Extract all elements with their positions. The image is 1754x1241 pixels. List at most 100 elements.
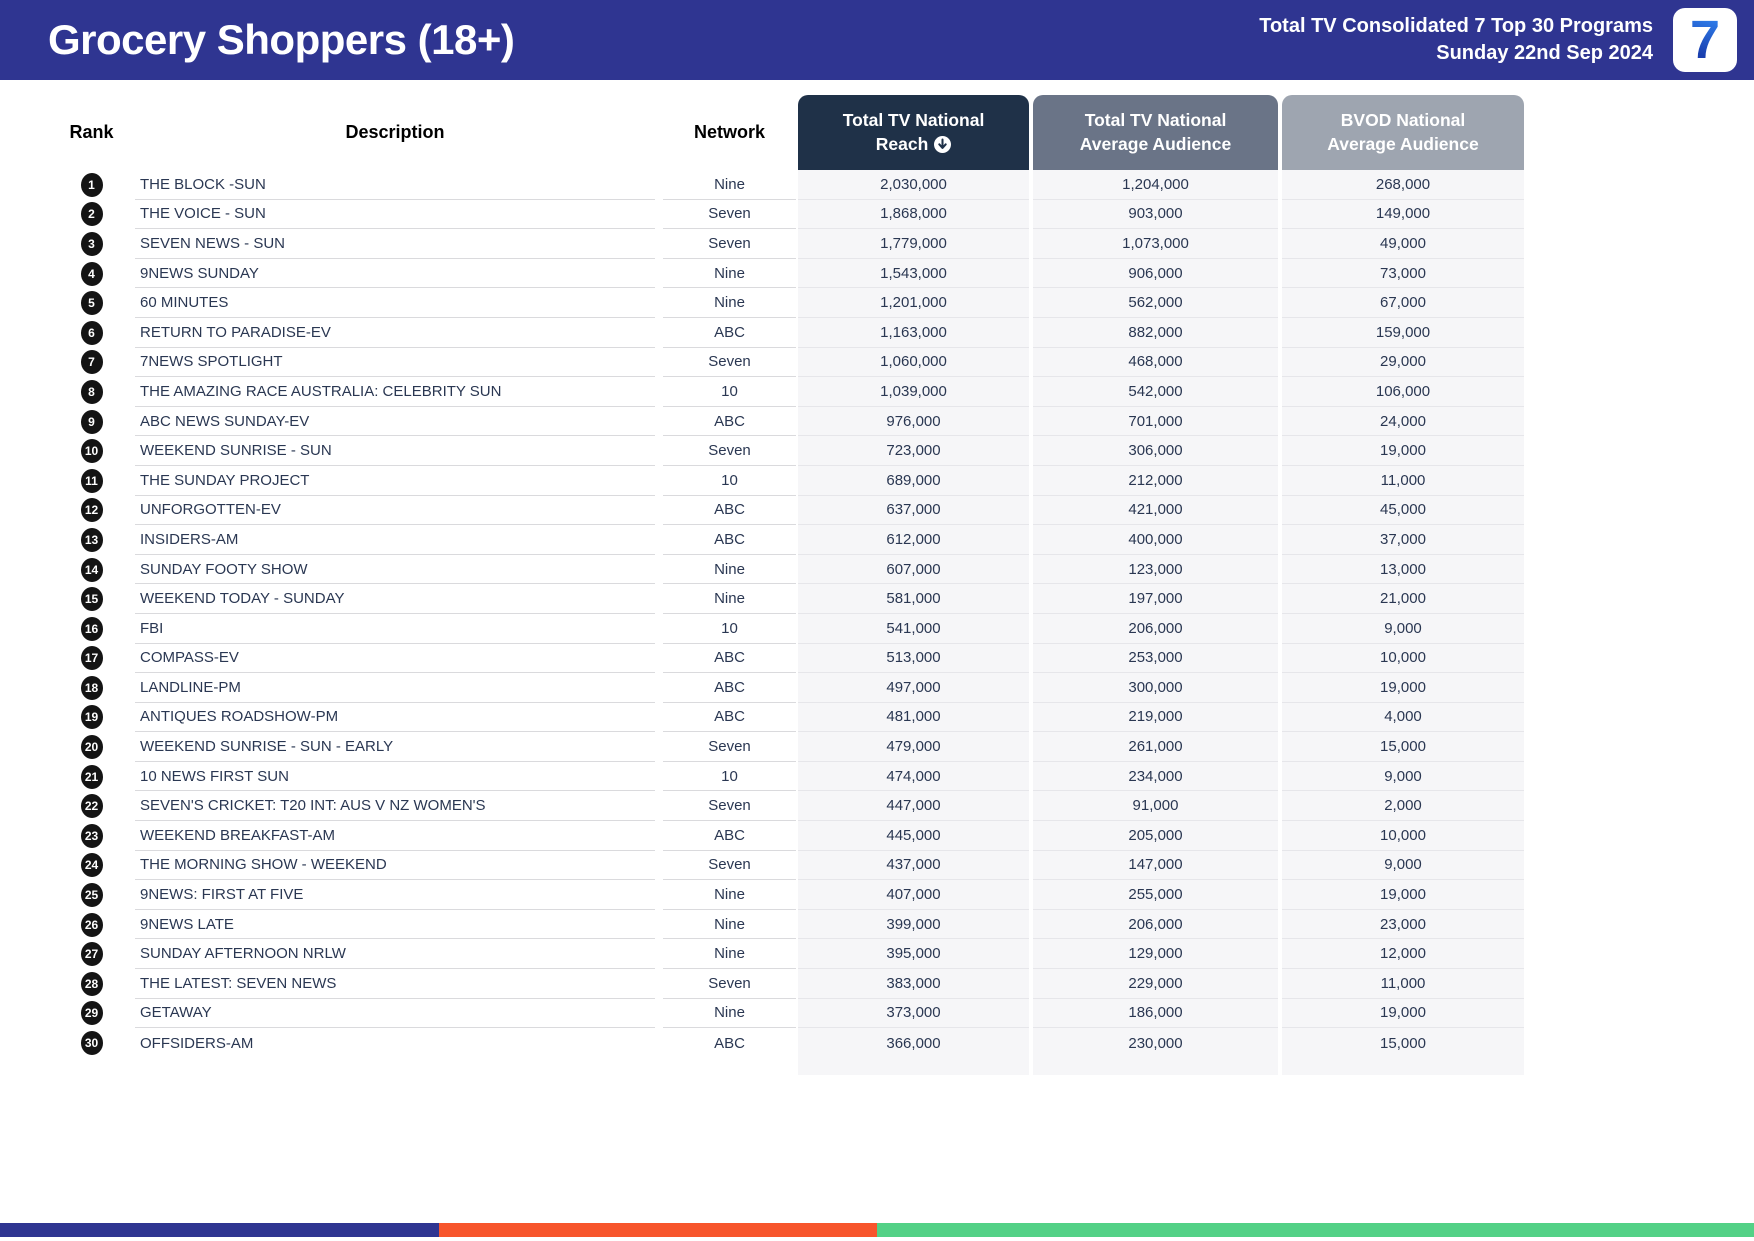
table-row: 6 RETURN TO PARADISE-EV ABC 1,163,000 88…	[48, 317, 1524, 348]
bvod-national-average-audience-value: 19,000	[1282, 880, 1524, 910]
total-tv-national-reach-value: 1,060,000	[798, 347, 1029, 378]
program-description: 10 NEWS FIRST SUN	[135, 762, 655, 792]
seven-network-logo: 7	[1673, 8, 1737, 72]
program-description: WEEKEND TODAY - SUNDAY	[135, 584, 655, 614]
rank-badge: 10	[80, 439, 103, 464]
column-header-total-tv-average-audience[interactable]: Total TV National Average Audience	[1033, 95, 1278, 170]
column-header-total-tv-reach[interactable]: Total TV National Reach	[798, 95, 1029, 170]
program-network: ABC	[663, 821, 796, 851]
column-header-network: Network	[693, 122, 765, 142]
bvod-national-average-audience-value: 19,000	[1282, 998, 1524, 1029]
total-tv-national-reach-value: 479,000	[798, 732, 1029, 762]
total-tv-national-average-audience-value: 1,204,000	[1033, 170, 1278, 200]
table-row: 26 9NEWS LATE Nine 399,000 206,000 23,00…	[48, 909, 1524, 940]
bvod-national-average-audience-value: 21,000	[1282, 584, 1524, 614]
rank-badge: 28	[80, 971, 103, 996]
total-tv-national-reach-value: 383,000	[798, 969, 1029, 999]
seven-logo-glyph: 7	[1689, 10, 1721, 70]
total-tv-national-reach-value: 474,000	[798, 761, 1029, 792]
program-description: SUNDAY FOOTY SHOW	[135, 555, 655, 585]
total-tv-national-average-audience-value: 255,000	[1033, 880, 1278, 910]
rank-number: 23	[84, 828, 99, 843]
program-description: SEVEN'S CRICKET: T20 INT: AUS V NZ WOMEN…	[135, 791, 655, 822]
program-network: ABC	[663, 407, 796, 437]
program-network: Seven	[663, 732, 796, 762]
program-description: UNFORGOTTEN-EV	[135, 496, 655, 526]
total-tv-national-reach-value: 723,000	[798, 436, 1029, 466]
program-network: Nine	[663, 555, 796, 585]
program-network: Nine	[663, 939, 796, 970]
table-row: 8 THE AMAZING RACE AUSTRALIA: CELEBRITY …	[48, 377, 1524, 407]
total-tv-national-reach-value: 689,000	[798, 465, 1029, 496]
total-tv-national-average-audience-value: 197,000	[1033, 584, 1278, 614]
table-row: 4 9NEWS SUNDAY Nine 1,543,000 906,000 73…	[48, 258, 1524, 289]
program-description: 7NEWS SPOTLIGHT	[135, 348, 655, 378]
total-tv-national-average-audience-value: 206,000	[1033, 613, 1278, 644]
bvod-national-average-audience-value: 15,000	[1282, 732, 1524, 762]
total-tv-national-average-audience-value: 186,000	[1033, 998, 1278, 1029]
rank-number: 29	[84, 1006, 99, 1021]
rank-badge: 29	[80, 1001, 103, 1026]
table-row: 16 FBI 10 541,000 206,000 9,000	[48, 613, 1524, 644]
rank-badge: 2	[80, 202, 103, 227]
rank-badge: 1	[80, 172, 103, 197]
program-network: Seven	[663, 791, 796, 822]
total-tv-national-average-audience-value: 421,000	[1033, 495, 1278, 526]
total-tv-national-reach-value: 1,201,000	[798, 288, 1029, 318]
total-tv-national-average-audience-value: 306,000	[1033, 436, 1278, 466]
rank-badge: 23	[80, 823, 103, 848]
program-network: Nine	[663, 584, 796, 614]
program-description: 9NEWS LATE	[135, 910, 655, 940]
total-tv-national-average-audience-value: 542,000	[1033, 377, 1278, 407]
program-network: Nine	[663, 880, 796, 910]
rank-badge: 16	[80, 616, 103, 641]
rank-number: 26	[84, 917, 99, 932]
bvod-national-average-audience-value: 2,000	[1282, 791, 1524, 822]
rank-badge: 22	[80, 794, 103, 819]
table-row: 24 THE MORNING SHOW - WEEKEND Seven 437,…	[48, 850, 1524, 881]
rank-number: 5	[88, 296, 95, 311]
column-header-description: Description	[345, 122, 445, 142]
bvod-national-average-audience-value: 4,000	[1282, 702, 1524, 733]
page-title: Grocery Shoppers (18+)	[48, 16, 515, 63]
bvod-national-average-audience-value: 106,000	[1282, 377, 1524, 407]
table-row: 18 LANDLINE-PM ABC 497,000 300,000 19,00…	[48, 673, 1524, 703]
total-tv-national-average-audience-value: 147,000	[1033, 850, 1278, 881]
total-tv-national-reach-value: 366,000	[798, 1028, 1029, 1058]
program-network: Seven	[663, 436, 796, 466]
table-row: 23 WEEKEND BREAKFAST-AM ABC 445,000 205,…	[48, 821, 1524, 851]
total-tv-national-average-audience-value: 701,000	[1033, 406, 1278, 437]
program-network: Seven	[663, 851, 796, 881]
program-description: RETURN TO PARADISE-EV	[135, 318, 655, 348]
program-network: Seven	[663, 969, 796, 999]
total-tv-national-reach-value: 607,000	[798, 554, 1029, 585]
program-description: THE MORNING SHOW - WEEKEND	[135, 851, 655, 881]
programs-table: Rank Description Network Total TV Nation…	[48, 95, 1524, 1075]
table-footer-spacer	[48, 1057, 1524, 1075]
footer-stripe-orange-segment	[438, 1223, 877, 1237]
total-tv-national-reach-value: 1,868,000	[798, 199, 1029, 230]
total-tv-national-average-audience-value: 906,000	[1033, 258, 1278, 289]
bvod-national-average-audience-value: 11,000	[1282, 465, 1524, 496]
program-network: 10	[663, 614, 796, 644]
program-network: Nine	[663, 288, 796, 318]
table-row: 25 9NEWS: FIRST AT FIVE Nine 407,000 255…	[48, 880, 1524, 910]
bvod-national-average-audience-value: 10,000	[1282, 643, 1524, 674]
rank-badge: 5	[80, 291, 103, 316]
rank-badge: 6	[80, 320, 103, 345]
program-description: SUNDAY AFTERNOON NRLW	[135, 939, 655, 970]
total-tv-national-average-audience-value: 206,000	[1033, 909, 1278, 940]
column-header-bvod-average-audience[interactable]: BVOD National Average Audience	[1282, 95, 1524, 170]
total-tv-national-average-audience-value: 219,000	[1033, 702, 1278, 733]
rank-badge: 4	[80, 261, 103, 286]
table-row: 9 ABC NEWS SUNDAY-EV ABC 976,000 701,000…	[48, 406, 1524, 437]
bvod-national-average-audience-value: 159,000	[1282, 317, 1524, 348]
bvod-national-average-audience-value: 15,000	[1282, 1028, 1524, 1058]
total-tv-national-reach-value: 513,000	[798, 643, 1029, 674]
rank-number: 12	[84, 503, 99, 518]
rank-number: 21	[84, 769, 99, 784]
program-network: 10	[663, 762, 796, 792]
program-description: 60 MINUTES	[135, 288, 655, 318]
table-row: 3 SEVEN NEWS - SUN Seven 1,779,000 1,073…	[48, 229, 1524, 259]
program-network: Nine	[663, 910, 796, 940]
